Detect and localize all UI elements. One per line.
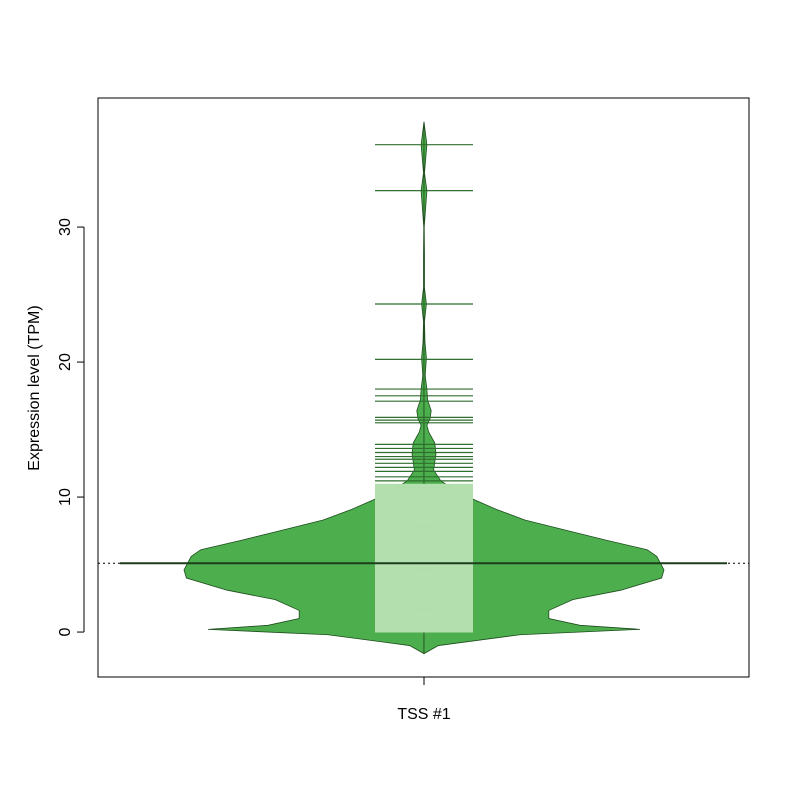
- y-tick-label: 10: [57, 488, 74, 506]
- y-axis-label: Expression level (TPM): [26, 305, 43, 470]
- x-tick-label: TSS #1: [397, 706, 450, 723]
- bean-half: [423, 121, 665, 655]
- bean-half: [183, 121, 425, 655]
- y-tick-label: 30: [57, 218, 74, 236]
- y-tick-label: 0: [57, 627, 74, 636]
- y-tick-label: 20: [57, 353, 74, 371]
